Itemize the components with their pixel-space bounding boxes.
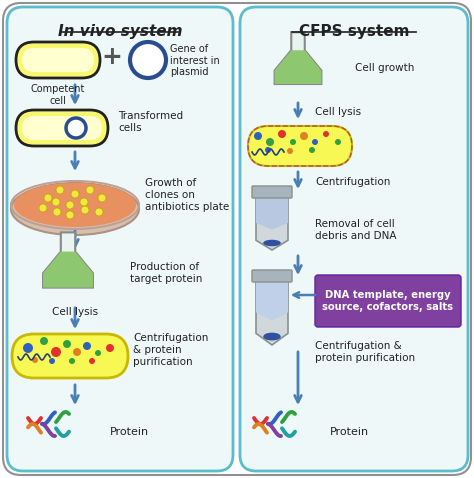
Circle shape	[49, 358, 55, 364]
Circle shape	[53, 208, 61, 216]
Circle shape	[266, 138, 274, 146]
Polygon shape	[43, 251, 93, 288]
Circle shape	[86, 186, 94, 194]
Ellipse shape	[263, 333, 281, 340]
Text: Cell lysis: Cell lysis	[52, 307, 98, 317]
Text: Production of
target protein: Production of target protein	[130, 262, 202, 284]
Circle shape	[32, 357, 38, 363]
Text: Protein: Protein	[110, 427, 149, 437]
Circle shape	[56, 186, 64, 194]
Text: Transformed
cells: Transformed cells	[118, 111, 183, 133]
Polygon shape	[43, 232, 93, 288]
Polygon shape	[274, 32, 321, 84]
Polygon shape	[274, 50, 321, 84]
FancyBboxPatch shape	[315, 275, 461, 327]
Text: Growth of
clones on
antibiotics plate: Growth of clones on antibiotics plate	[145, 178, 229, 212]
Text: DNA template, energy
source, cofactors, salts: DNA template, energy source, cofactors, …	[322, 290, 454, 312]
Circle shape	[40, 337, 48, 345]
Circle shape	[80, 198, 88, 206]
Circle shape	[71, 190, 79, 198]
Circle shape	[66, 211, 74, 219]
FancyBboxPatch shape	[12, 334, 128, 378]
Text: Cell growth: Cell growth	[355, 63, 414, 73]
FancyBboxPatch shape	[252, 186, 292, 198]
Ellipse shape	[11, 183, 139, 235]
Circle shape	[52, 198, 60, 206]
Circle shape	[323, 131, 329, 137]
Text: Cell lysis: Cell lysis	[315, 107, 361, 117]
Circle shape	[254, 132, 262, 140]
Circle shape	[265, 147, 271, 153]
Circle shape	[130, 42, 166, 78]
Circle shape	[51, 347, 61, 357]
Circle shape	[69, 358, 75, 364]
Circle shape	[39, 204, 47, 212]
Circle shape	[63, 340, 71, 348]
Text: CFPS system: CFPS system	[299, 24, 409, 39]
Polygon shape	[256, 280, 288, 320]
Circle shape	[98, 194, 106, 202]
Text: In vivo system: In vivo system	[58, 24, 182, 39]
Circle shape	[89, 358, 95, 364]
Circle shape	[95, 350, 101, 356]
Circle shape	[309, 147, 315, 153]
Circle shape	[23, 343, 33, 353]
Circle shape	[335, 139, 341, 145]
Circle shape	[66, 118, 86, 138]
Circle shape	[278, 130, 286, 138]
Ellipse shape	[263, 240, 281, 246]
FancyBboxPatch shape	[22, 116, 102, 140]
Circle shape	[287, 148, 293, 154]
FancyBboxPatch shape	[3, 3, 471, 475]
Text: Centrifugation: Centrifugation	[315, 177, 391, 187]
FancyBboxPatch shape	[252, 270, 292, 282]
FancyBboxPatch shape	[240, 7, 468, 471]
Circle shape	[106, 344, 114, 352]
FancyBboxPatch shape	[7, 7, 233, 471]
Circle shape	[81, 206, 89, 214]
FancyBboxPatch shape	[22, 48, 94, 72]
FancyBboxPatch shape	[16, 110, 108, 146]
Circle shape	[66, 201, 74, 209]
Ellipse shape	[14, 183, 136, 227]
Text: Competent
cell: Competent cell	[31, 84, 85, 106]
Text: Protein: Protein	[330, 427, 369, 437]
Circle shape	[95, 208, 103, 216]
Circle shape	[300, 132, 308, 140]
FancyBboxPatch shape	[248, 126, 352, 166]
Circle shape	[44, 194, 52, 202]
Circle shape	[83, 342, 91, 350]
Text: +: +	[101, 45, 122, 69]
Text: Centrifugation
& protein
purification: Centrifugation & protein purification	[133, 333, 209, 367]
Polygon shape	[256, 280, 288, 345]
Text: Removal of cell
debris and DNA: Removal of cell debris and DNA	[315, 219, 396, 241]
Circle shape	[312, 139, 318, 145]
Text: Centrifugation &
protein purification: Centrifugation & protein purification	[315, 341, 415, 363]
Polygon shape	[256, 196, 288, 250]
Polygon shape	[256, 196, 288, 229]
Text: Gene of
interest in
plasmid: Gene of interest in plasmid	[170, 44, 220, 77]
Circle shape	[290, 139, 296, 145]
Circle shape	[73, 348, 81, 356]
FancyBboxPatch shape	[16, 42, 100, 78]
